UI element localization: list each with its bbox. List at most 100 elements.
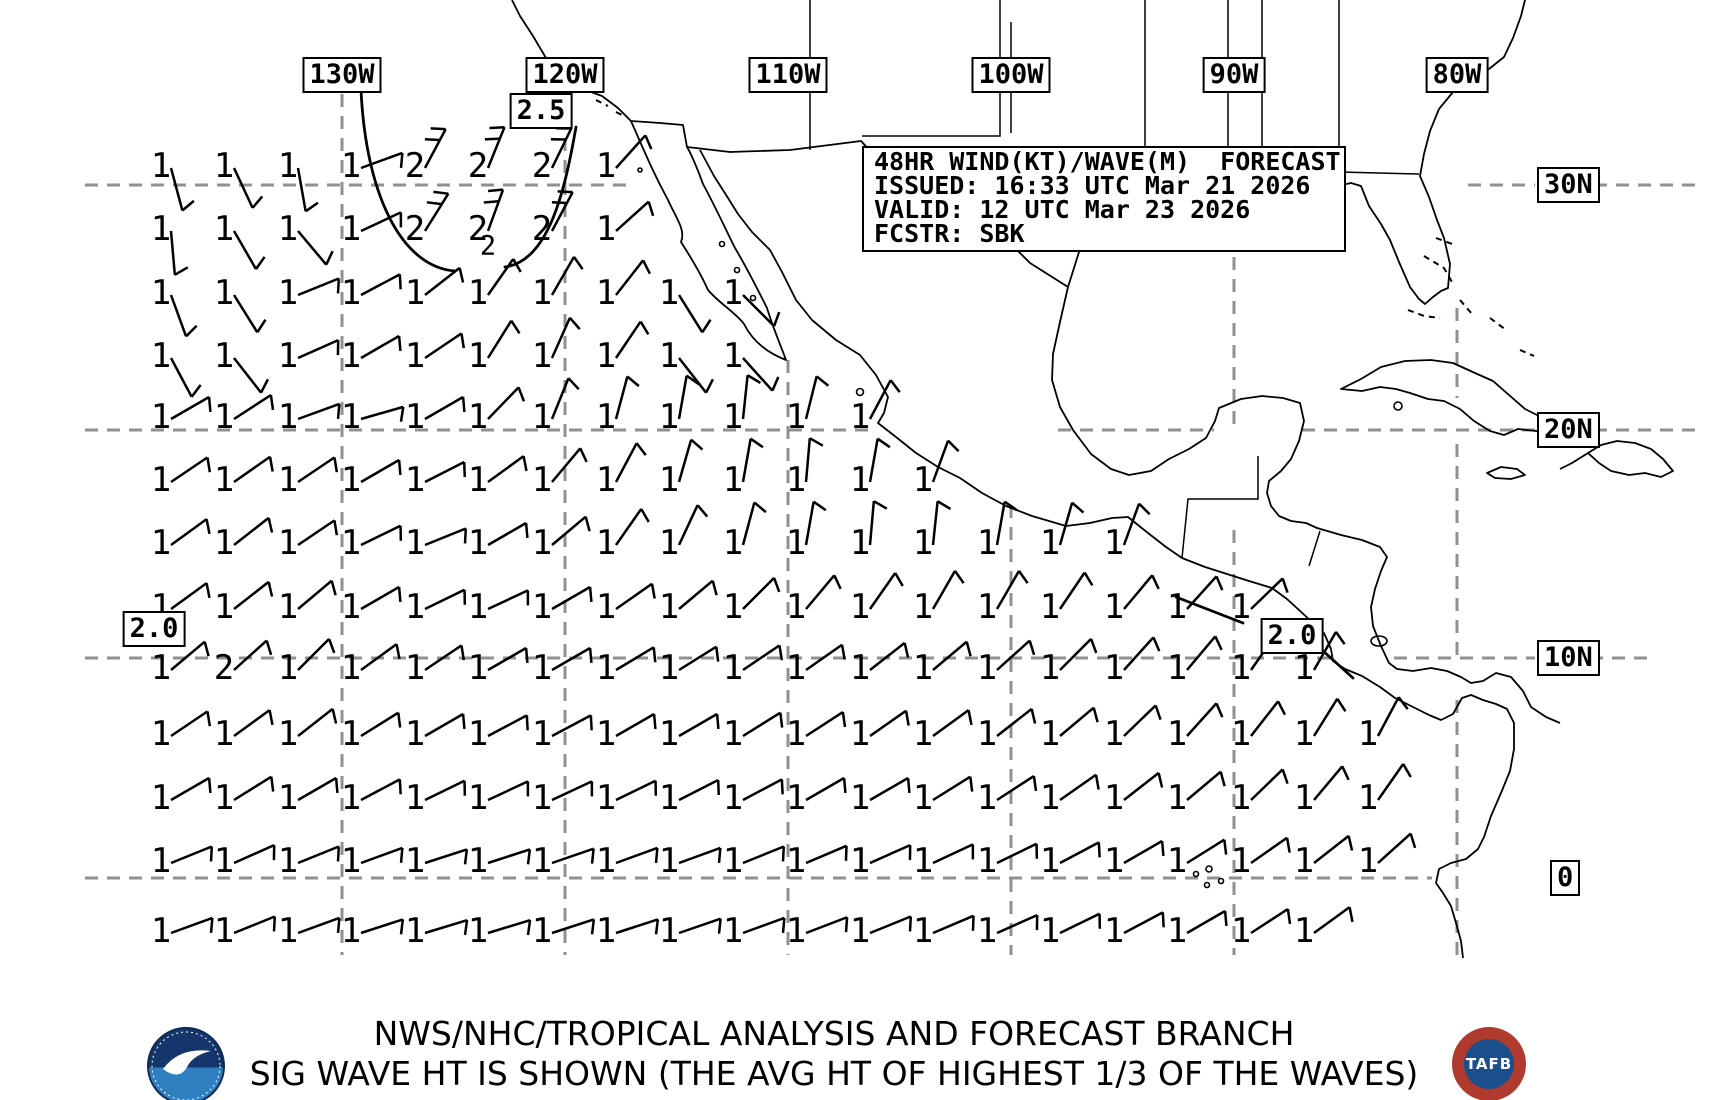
wind-barb: 1	[468, 646, 529, 688]
wave-height-value: 1	[532, 841, 552, 881]
wave-height-value: 1	[913, 587, 933, 627]
wind-barb: 1	[214, 841, 276, 881]
wave-height-value: 1	[151, 460, 171, 500]
wind-barb: 1	[1294, 698, 1347, 754]
wave-height-value: 1	[1294, 778, 1314, 818]
wave-height-value: 1	[659, 587, 679, 627]
wind-barb: 1	[341, 911, 405, 951]
wave-height-value: 2	[532, 209, 552, 249]
wave-height-value: 1	[341, 714, 361, 754]
latitude-label: 0	[1550, 860, 1581, 896]
wind-barb: 1	[214, 911, 277, 951]
wind-barb: 1	[913, 570, 965, 627]
wave-height-value: 1	[532, 460, 552, 500]
wind-barb: 1	[1040, 773, 1100, 818]
wave-height-value: 1	[977, 648, 997, 688]
wave-height-value: 2	[405, 146, 425, 186]
wind-barb: 1	[913, 709, 973, 754]
wave-height-value: 1	[151, 209, 171, 249]
wave-height-value: 1	[1231, 778, 1251, 818]
wind-barb: 1	[659, 841, 722, 881]
wave-height-value: 1	[850, 648, 870, 688]
wind-barb: 1	[278, 519, 339, 563]
wave-height-value: 1	[723, 336, 743, 376]
wind-barb: 1	[913, 841, 975, 881]
wave-height-value: 2	[214, 648, 234, 688]
wind-barb: 1	[532, 316, 581, 376]
island-chains	[595, 99, 1535, 357]
wind-barb: 1	[278, 273, 341, 313]
wind-barb: 1	[278, 638, 336, 688]
wave-height-value: 1	[723, 911, 743, 951]
wind-barb: 1	[405, 523, 468, 563]
wave-height-value: 1	[278, 648, 298, 688]
wave-height-value: 1	[214, 146, 234, 186]
wave-height-value: 1	[659, 714, 679, 754]
wave-height-value: 1	[659, 911, 679, 951]
wind-barb: 1	[532, 515, 591, 563]
caption-sigwave: SIG WAVE HT IS SHOWN (THE AVG HT OF HIGH…	[249, 1054, 1419, 1093]
wind-barb: 1	[151, 273, 198, 338]
wind-barb: 1	[1104, 839, 1165, 881]
wind-barb: 1	[596, 508, 650, 563]
wind-barb: 1	[723, 778, 784, 818]
wave-height-value: 1	[723, 273, 743, 313]
wave-height-value: 1	[850, 587, 870, 627]
wave-height-value: 1	[977, 714, 997, 754]
wave-height-value: 1	[723, 523, 743, 563]
wind-barb: 1	[151, 841, 214, 881]
wind-barb: 1	[1104, 574, 1160, 627]
wind-barb: 1	[151, 911, 214, 951]
wave-height-value: 1	[405, 523, 425, 563]
wave-height-value: 1	[1167, 841, 1187, 881]
wave-height-value: 1	[786, 460, 806, 500]
state-borders	[809, 0, 1420, 567]
wave-height-value: 1	[468, 523, 488, 563]
wave-height-value: 1	[151, 841, 171, 881]
wind-barb: 1	[278, 209, 334, 266]
wave-height-value: 1	[596, 146, 616, 186]
wave-height-value: 1	[850, 523, 870, 563]
wave-height-value: 1	[405, 460, 425, 500]
wave-height-value: 1	[214, 587, 234, 627]
wind-barb: 1	[151, 776, 212, 818]
wind-barb: 1	[405, 332, 466, 376]
wind-barb: 1	[405, 460, 466, 500]
wave-height-value: 1	[596, 778, 616, 818]
wave-height-value: 1	[278, 146, 298, 186]
wind-barb: 1	[1167, 575, 1224, 627]
wave-height-value: 1	[341, 523, 361, 563]
wave-height-value: 1	[977, 841, 997, 881]
wave-height-value: 1	[1231, 648, 1251, 688]
longitude-label: 100W	[971, 57, 1051, 93]
wave-height-value: 1	[405, 714, 425, 754]
wind-barb: 1	[468, 778, 530, 818]
wind-barb: 1	[1231, 768, 1289, 818]
wind-barb: 1	[596, 375, 640, 437]
wind-barb: 1	[214, 146, 264, 209]
wind-barb: 1	[1231, 836, 1291, 881]
wave-height-value: 1	[723, 841, 743, 881]
wind-barb: 1	[659, 504, 709, 563]
wind-barb: 1	[596, 646, 657, 688]
wind-barb: 1	[151, 146, 195, 212]
wave-height-value: 1	[532, 778, 552, 818]
wind-barb: 1	[1358, 696, 1409, 754]
wind-barb: 1	[151, 456, 212, 500]
wind-barb: 1	[913, 911, 975, 951]
wind-barb: 1	[1167, 770, 1226, 818]
wind-barb: 1	[850, 911, 913, 951]
wind-barb: 1	[341, 643, 401, 688]
info-title: 48HR WIND(KT)/WAVE(M) FORECAST	[874, 147, 1341, 176]
wind-barb: 1	[468, 386, 526, 437]
wave-height-value: 1	[596, 648, 616, 688]
wave-height-value: 1	[278, 778, 298, 818]
wave-height-value: 1	[659, 273, 679, 313]
wave-height-value: 1	[1167, 587, 1187, 627]
wind-barb: 1	[341, 711, 402, 754]
wind-barb: 1	[850, 776, 911, 818]
wind-barb: 1	[532, 256, 584, 313]
wind-barb: 1	[1040, 638, 1098, 688]
wave-height-value: 1	[1231, 841, 1251, 881]
